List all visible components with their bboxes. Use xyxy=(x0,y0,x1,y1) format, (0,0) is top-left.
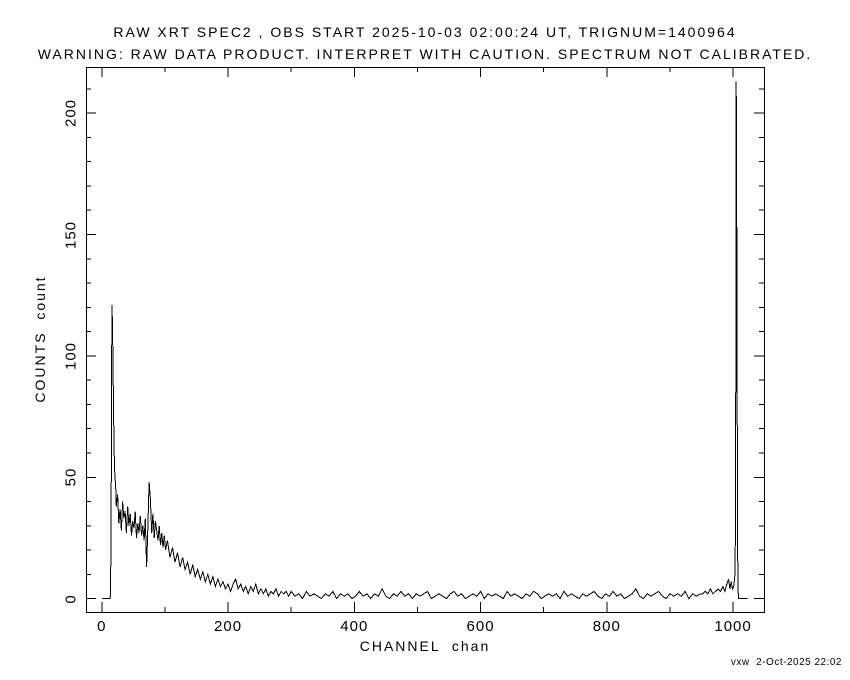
x-tick-label: 0 xyxy=(97,618,107,635)
plot-warning-subtitle: WARNING: RAW DATA PRODUCT. INTERPRET WIT… xyxy=(37,46,813,62)
x-tick-label: 600 xyxy=(466,618,495,635)
y-tick-label: 200 xyxy=(62,99,80,128)
x-tick-label: 1000 xyxy=(714,618,752,635)
x-axis-label: CHANNEL chan xyxy=(359,638,491,654)
y-tick-label: 150 xyxy=(62,220,80,249)
y-axis-label: COUNTS count xyxy=(32,275,48,403)
timestamp-footer: vxw 2-Oct-2025 22:02 xyxy=(730,657,842,668)
plot-title: RAW XRT SPEC2 , OBS START 2025-10-03 02:… xyxy=(113,24,737,40)
y-tick-label: 100 xyxy=(62,341,80,370)
x-tick-label: 400 xyxy=(340,618,369,635)
axes-frame xyxy=(86,67,765,613)
x-tick-label: 200 xyxy=(214,618,243,635)
y-tick-label: 50 xyxy=(62,467,80,487)
spectrum-trace xyxy=(101,81,748,600)
y-tick-label: 0 xyxy=(62,593,80,604)
x-tick-label: 800 xyxy=(592,618,621,635)
